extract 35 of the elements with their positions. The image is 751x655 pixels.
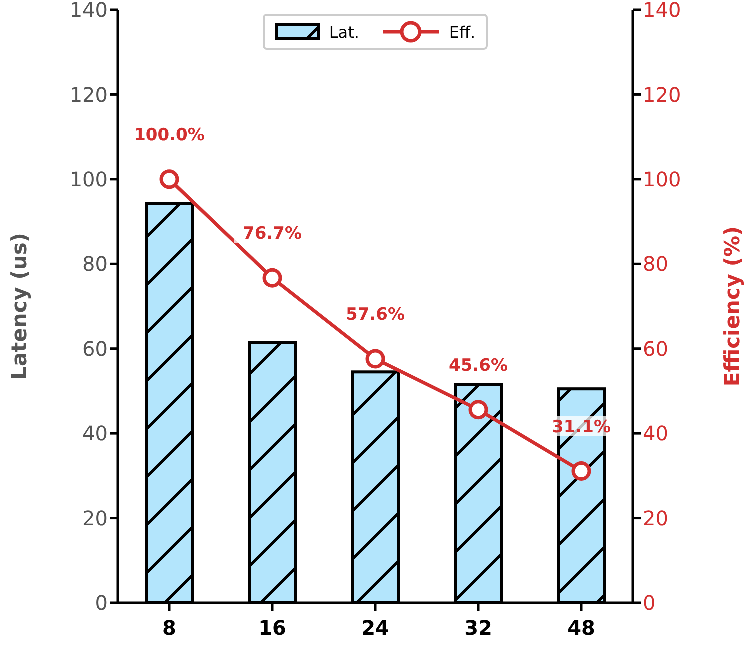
data-label: 31.1% (552, 417, 611, 438)
y-tick-label: 140 (70, 0, 108, 22)
y2-tick-label: 40 (643, 422, 668, 446)
y2-tick-label: 120 (643, 82, 682, 107)
x-tick-label: 48 (568, 616, 596, 640)
y-tick-label: 0 (95, 591, 108, 616)
point (160, 170, 180, 190)
y-tick-label: 20 (82, 506, 108, 530)
y-tick-label: 120 (70, 82, 108, 107)
legend-label: Lat. (329, 22, 360, 42)
point (468, 400, 488, 420)
data-label: 76.7% (243, 224, 302, 244)
y-tick-label: 40 (82, 422, 108, 446)
y2-tick-label: 0 (643, 591, 656, 616)
y2-tick-label: 140 (643, 0, 682, 22)
y2-tick-label: 60 (643, 336, 668, 361)
point (262, 268, 282, 288)
legend-label: Eff. (449, 22, 476, 42)
data-label: 57.6% (346, 305, 405, 326)
y2-axis-title: Efficiency (%) (720, 226, 744, 387)
x-tick-label: 24 (362, 616, 390, 640)
y-tick-label: 80 (82, 252, 108, 276)
data-label: 45.6% (449, 356, 508, 376)
y-tick-label: 60 (82, 336, 108, 361)
y2-tick-label: 20 (643, 506, 668, 530)
y-tick-label: 100 (70, 168, 108, 192)
point (366, 349, 386, 369)
x-tick-label: 8 (162, 616, 176, 640)
point (572, 462, 592, 482)
y2-tick-label: 80 (643, 252, 668, 276)
x-tick-label: 16 (258, 616, 286, 640)
y2-tick-label: 100 (643, 168, 682, 192)
y-axis-title: Latency (us) (7, 233, 32, 380)
x-tick-label: 32 (464, 616, 492, 640)
data-label: 100.0% (134, 125, 205, 146)
